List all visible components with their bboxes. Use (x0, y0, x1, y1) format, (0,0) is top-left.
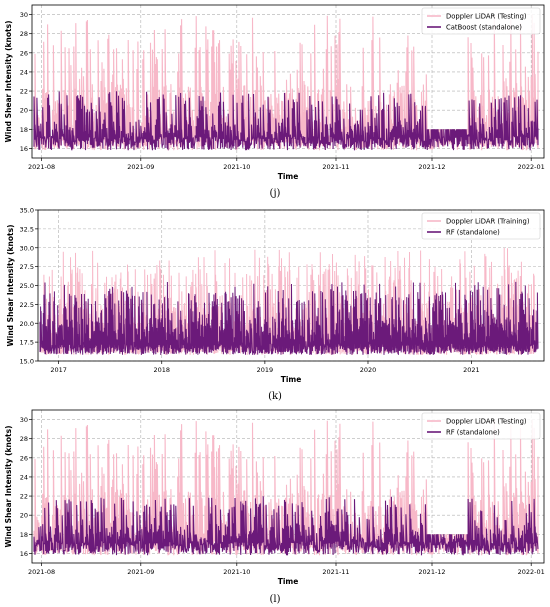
y-tick-label: 27.5 (20, 263, 34, 271)
y-tick-label: 24 (20, 473, 28, 481)
y-tick-label: 28 (20, 435, 28, 443)
legend: Doppler LiDAR (Testing) RF (standalone) (421, 412, 541, 440)
x-tick-label: 2021-11 (322, 568, 349, 576)
x-axis-label: Time (278, 172, 299, 181)
y-tick-label: 30.0 (20, 244, 34, 252)
legend-label-1: RF (standalone) (446, 429, 500, 437)
y-tick-label: 22 (20, 493, 28, 501)
x-axis-label: Time (278, 577, 299, 586)
y-tick-label: 30 (20, 416, 28, 424)
plot-frame (31, 4, 545, 159)
x-tick-label: 2021-09 (127, 568, 154, 576)
x-tick-label: 2021 (463, 366, 480, 374)
y-tick-label: 20 (20, 107, 28, 115)
y-axis-label: Wind Shear Intensity (knots) (6, 224, 15, 346)
y-axis-label: Wind Shear Intensity (knots) (4, 425, 13, 547)
series-1-line (39, 281, 539, 356)
y-tick-label: 16 (20, 145, 28, 153)
caption-l: (l) (269, 594, 281, 605)
legend-label-0: Doppler LiDAR (Testing) (446, 418, 527, 426)
x-tick-label: 2021-12 (418, 568, 445, 576)
legend-box (421, 412, 541, 440)
x-tick-label: 2021-12 (418, 163, 445, 171)
x-tick-label: 2017 (50, 366, 67, 374)
x-tick-label: 2021-09 (127, 163, 154, 171)
x-tick-label: 2018 (153, 366, 170, 374)
y-tick-label: 20 (20, 512, 28, 520)
legend-box (421, 7, 541, 35)
y-tick-label: 26 (20, 49, 28, 57)
y-tick-label: 28 (20, 30, 28, 38)
plot-frame (31, 409, 545, 564)
x-tick-label: 2021-08 (28, 163, 55, 171)
y-tick-label: 30 (20, 11, 28, 19)
x-tick-label: 2019 (257, 366, 274, 374)
y-tick-label: 24 (20, 68, 28, 76)
y-axis-label: Wind Shear Intensity (knots) (4, 20, 13, 142)
x-tick-label: 2020 (360, 366, 377, 374)
y-tick-label: 26 (20, 454, 28, 462)
y-tick-label: 22 (20, 88, 28, 96)
x-tick-label: 2022-01 (518, 163, 545, 171)
legend: Doppler LiDAR (Training) RF (standalone) (421, 212, 541, 240)
y-tick-label: 16 (20, 550, 28, 558)
y-tick-label: 18 (20, 531, 28, 539)
legend-label-1: CatBoost (standalone) (446, 24, 522, 32)
x-tick-label: 2021-08 (28, 568, 55, 576)
caption-k: (k) (268, 391, 282, 402)
y-tick-label: 35.0 (20, 207, 34, 215)
x-tick-label: 2021-10 (223, 163, 250, 171)
caption-j: (j) (269, 188, 281, 199)
legend-label-1: RF (standalone) (446, 229, 500, 237)
y-tick-label: 18 (20, 126, 28, 134)
y-tick-label: 17.5 (20, 339, 34, 347)
chart-0: 16 18 20 22 24 26 28 30 2021-08 2021-09 2021-10 202… (4, 4, 545, 181)
x-tick-label: 2021-10 (223, 568, 250, 576)
y-tick-label: 32.5 (20, 225, 34, 233)
legend-label-0: Doppler LiDAR (Training) (446, 218, 530, 226)
y-tick-label: 25.0 (20, 282, 34, 290)
x-tick-label: 2022-01 (518, 568, 545, 576)
y-tick-label: 15.0 (20, 358, 34, 366)
x-axis-label: Time (281, 375, 302, 384)
chart-1: 15.0 17.5 20.0 22.5 25.0 27.5 30.0 32.5 35.0 2017… (6, 207, 545, 384)
y-tick-label: 20.0 (20, 320, 34, 328)
x-tick-label: 2021-11 (322, 163, 349, 171)
series-1-line (33, 91, 539, 151)
legend-label-0: Doppler LiDAR (Testing) (446, 13, 527, 21)
chart-2: 16 18 20 22 24 26 28 30 2021-08 2021-09 2021-10 202… (4, 409, 545, 586)
legend-box (421, 212, 541, 240)
y-tick-label: 22.5 (20, 301, 34, 309)
series-1-line (33, 496, 539, 556)
legend: Doppler LiDAR (Testing) CatBoost (standal… (421, 7, 541, 35)
